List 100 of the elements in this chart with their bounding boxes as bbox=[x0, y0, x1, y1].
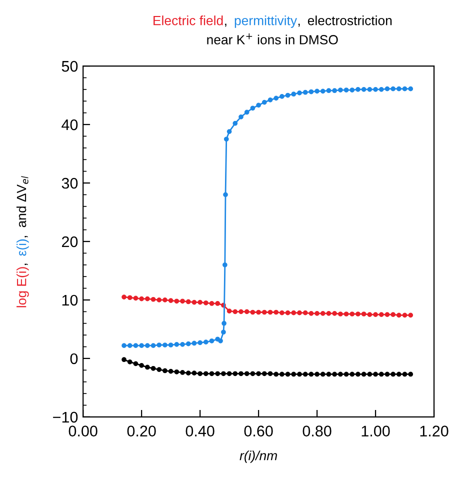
x-axis-title: r(i)/nm bbox=[240, 450, 277, 463]
point bbox=[373, 312, 378, 318]
point bbox=[150, 296, 156, 302]
point bbox=[302, 310, 308, 316]
x-tick-label: 1.20 bbox=[420, 426, 448, 436]
point bbox=[402, 86, 408, 92]
point bbox=[156, 342, 162, 348]
point bbox=[332, 372, 338, 377]
y-axis-title: log E(i), ε(i), and ΔV$_{el}$ bbox=[16, 176, 29, 308]
point bbox=[156, 367, 162, 372]
point bbox=[402, 312, 408, 318]
point bbox=[356, 372, 360, 377]
point bbox=[244, 110, 250, 115]
point bbox=[396, 86, 402, 92]
point bbox=[367, 312, 372, 318]
point bbox=[361, 86, 366, 92]
point bbox=[162, 298, 168, 302]
point bbox=[268, 310, 273, 315]
point bbox=[332, 310, 338, 316]
point bbox=[291, 372, 296, 377]
point bbox=[320, 372, 326, 377]
point bbox=[238, 371, 244, 376]
point bbox=[350, 88, 355, 92]
point bbox=[262, 310, 267, 315]
point bbox=[308, 310, 314, 316]
point bbox=[384, 372, 390, 377]
point bbox=[198, 340, 202, 346]
point bbox=[280, 310, 284, 316]
point bbox=[390, 312, 396, 318]
point bbox=[314, 372, 320, 377]
point bbox=[332, 88, 338, 94]
point bbox=[192, 340, 197, 346]
point bbox=[139, 343, 144, 348]
point bbox=[127, 360, 132, 364]
point bbox=[262, 100, 267, 105]
point bbox=[156, 298, 162, 302]
point bbox=[326, 372, 332, 377]
point bbox=[390, 86, 396, 92]
y-tick-label: 0 bbox=[70, 353, 78, 364]
point bbox=[356, 86, 360, 92]
point bbox=[209, 338, 214, 344]
point bbox=[203, 300, 208, 306]
point bbox=[285, 310, 290, 316]
point bbox=[150, 343, 156, 348]
point bbox=[285, 92, 290, 98]
point bbox=[133, 296, 138, 301]
point bbox=[198, 371, 202, 376]
x-tick-label: 0.60 bbox=[244, 426, 273, 436]
chart-subtitle: near K$^{+}$ ions in DMSO bbox=[207, 33, 338, 44]
point bbox=[122, 294, 126, 300]
point bbox=[209, 371, 214, 376]
point bbox=[350, 372, 355, 377]
point bbox=[168, 368, 174, 374]
point bbox=[361, 312, 366, 316]
point bbox=[256, 371, 261, 376]
point bbox=[139, 296, 144, 302]
point bbox=[338, 312, 343, 316]
point bbox=[308, 89, 314, 94]
point bbox=[378, 312, 384, 318]
point bbox=[133, 343, 138, 348]
y-tick-label: 20 bbox=[62, 236, 78, 248]
point bbox=[224, 136, 229, 142]
point bbox=[338, 372, 343, 377]
point bbox=[232, 120, 238, 126]
point bbox=[314, 88, 320, 94]
point bbox=[250, 310, 256, 315]
point bbox=[222, 320, 226, 326]
point bbox=[162, 342, 168, 348]
chart-title: Electric field, permittivity, electrostriction bbox=[154, 16, 392, 28]
point bbox=[408, 312, 414, 318]
point bbox=[209, 301, 214, 306]
point bbox=[150, 366, 156, 371]
point bbox=[122, 357, 126, 362]
point bbox=[238, 114, 244, 120]
point bbox=[186, 370, 191, 376]
point bbox=[373, 86, 378, 92]
y-tick-label: −10 bbox=[53, 412, 78, 423]
point bbox=[338, 88, 343, 92]
point bbox=[262, 371, 267, 376]
point bbox=[192, 300, 197, 305]
point bbox=[226, 308, 232, 314]
point bbox=[144, 296, 150, 302]
point bbox=[168, 342, 174, 348]
point bbox=[256, 102, 261, 108]
point bbox=[186, 341, 191, 346]
point bbox=[232, 309, 238, 314]
point bbox=[274, 372, 279, 377]
point bbox=[326, 310, 332, 316]
point bbox=[408, 372, 414, 377]
x-tick-label: 1.00 bbox=[362, 426, 390, 436]
point bbox=[390, 372, 396, 377]
point bbox=[274, 96, 279, 101]
point bbox=[280, 372, 284, 377]
point bbox=[268, 98, 273, 102]
point bbox=[356, 312, 360, 316]
point bbox=[203, 340, 208, 345]
point bbox=[244, 309, 250, 314]
point bbox=[326, 88, 332, 94]
point bbox=[384, 86, 390, 92]
y-tick-label: 50 bbox=[62, 60, 78, 72]
